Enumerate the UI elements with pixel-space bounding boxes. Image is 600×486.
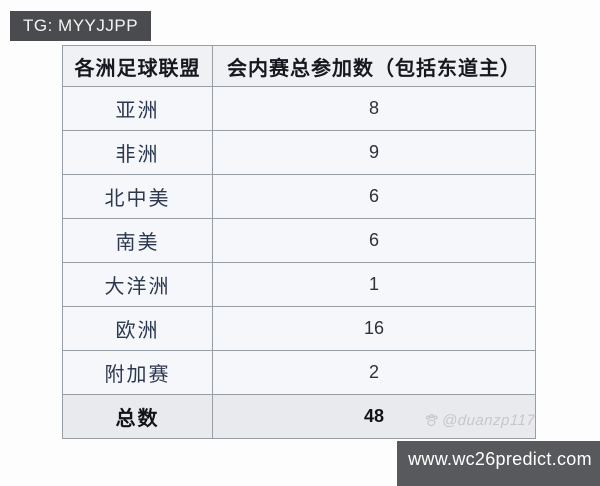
telegram-handle-label: TG: MYYJJPP	[23, 16, 139, 35]
slots-cell: 6	[212, 218, 536, 263]
confederation-cell: 附加赛	[62, 350, 213, 395]
table-header-row: 各洲足球联盟 会内赛总参加数（包括东道主）	[62, 45, 536, 87]
table-row: 北中美 6	[62, 174, 536, 219]
table-row: 大洋洲 1	[62, 262, 536, 307]
website-url-label: www.wc26predict.com	[408, 449, 592, 469]
website-banner: www.wc26predict.com	[397, 441, 600, 486]
total-value-cell: 48	[212, 394, 536, 439]
table-row: 南美 6	[62, 218, 536, 263]
slots-cell: 9	[212, 130, 536, 175]
header-confederation: 各洲足球联盟	[62, 45, 213, 87]
confederation-cell: 大洋洲	[62, 262, 213, 307]
table-row: 亚洲 8	[62, 86, 536, 131]
confederation-cell: 南美	[62, 218, 213, 263]
slots-cell: 2	[212, 350, 536, 395]
table-total-row: 总数 48	[62, 394, 536, 439]
confederation-cell: 非洲	[62, 130, 213, 175]
table-row: 非洲 9	[62, 130, 536, 175]
table-row: 欧洲 16	[62, 306, 536, 351]
slots-cell: 1	[212, 262, 536, 307]
slots-cell: 16	[212, 306, 536, 351]
confederation-cell: 亚洲	[62, 86, 213, 131]
telegram-handle-badge: TG: MYYJJPP	[10, 11, 152, 41]
confederation-cell: 北中美	[62, 174, 213, 219]
slots-cell: 6	[212, 174, 536, 219]
slots-cell: 8	[212, 86, 536, 131]
confederation-slots-table-wrap: 各洲足球联盟 会内赛总参加数（包括东道主） 亚洲 8 非洲 9 北中美 6 南美…	[62, 45, 536, 439]
table-row: 附加赛 2	[62, 350, 536, 395]
header-slots: 会内赛总参加数（包括东道主）	[212, 45, 536, 87]
confederation-slots-table: 各洲足球联盟 会内赛总参加数（包括东道主） 亚洲 8 非洲 9 北中美 6 南美…	[62, 45, 536, 439]
confederation-cell: 欧洲	[62, 306, 213, 351]
total-label-cell: 总数	[62, 394, 213, 439]
